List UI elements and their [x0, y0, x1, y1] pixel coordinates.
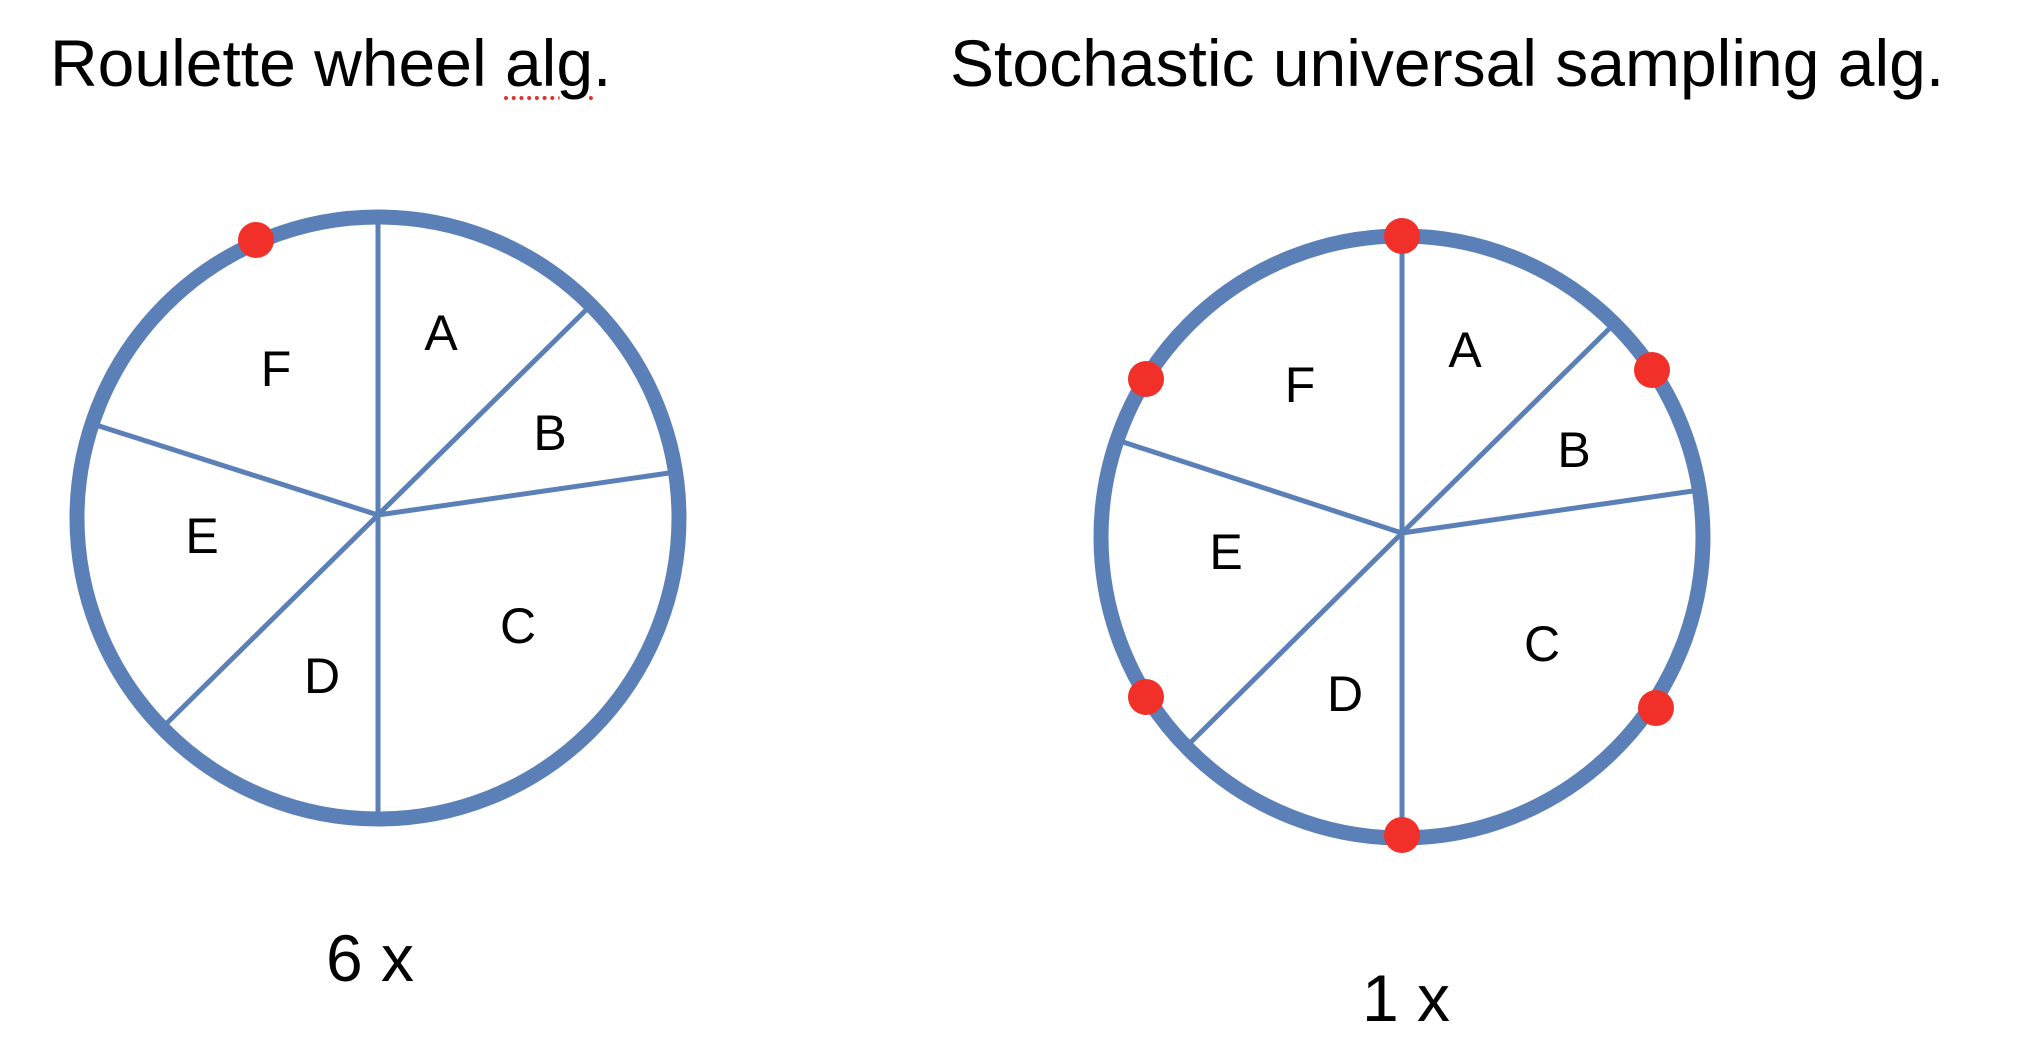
roulette-segment-f-label: F — [261, 341, 292, 397]
sus-divider-e-f — [1119, 438, 1403, 536]
roulette-segment-a-label: A — [424, 305, 458, 361]
sus-title: Stochastic universal sampling alg. — [950, 26, 1945, 100]
sus-pointer-4 — [1384, 817, 1420, 853]
roulette-segment-b-label: B — [533, 405, 566, 461]
roulette-wheel: A B C D E F — [69, 209, 687, 827]
roulette-divider-e-f — [95, 422, 379, 518]
sus-pointer-1 — [1384, 218, 1420, 254]
roulette-divider-a-b — [376, 307, 589, 517]
sus-segment-c-label: C — [1524, 616, 1560, 672]
sus-pointer-6 — [1128, 361, 1164, 397]
sus-divider-a-b — [1400, 324, 1614, 535]
sus-spin-count: 1 x — [1362, 961, 1451, 1035]
sus-segment-e-label: E — [1209, 524, 1242, 580]
roulette-segment-e-label: E — [185, 508, 218, 564]
sus-segment-b-label: B — [1557, 422, 1590, 478]
sus-wheel: A B C D E F — [1093, 218, 1711, 853]
roulette-spin-count: 6 x — [326, 921, 415, 995]
roulette-segment-c-label: C — [500, 598, 536, 654]
roulette-title-flagged-word: alg — [504, 26, 594, 100]
sus-segment-d-label: D — [1327, 666, 1363, 722]
sus-divider-d-e — [1189, 531, 1404, 744]
sus-divider-b-c — [1401, 487, 1701, 536]
roulette-divider-b-c — [377, 469, 677, 518]
roulette-segment-d-label: D — [304, 648, 340, 704]
roulette-pointer — [238, 222, 274, 258]
sus-pointer-2 — [1634, 352, 1670, 388]
roulette-divider-d-e — [164, 513, 380, 726]
roulette-title-end: . — [593, 26, 612, 100]
roulette-title-main: Roulette wheel — [50, 26, 505, 100]
roulette-wheel-title: Roulette wheel alg. — [50, 20, 611, 106]
sus-pointer-5 — [1128, 679, 1164, 715]
sus-segment-f-label: F — [1285, 357, 1316, 413]
sus-segment-a-label: A — [1448, 322, 1482, 378]
sus-pointer-3 — [1638, 690, 1674, 726]
